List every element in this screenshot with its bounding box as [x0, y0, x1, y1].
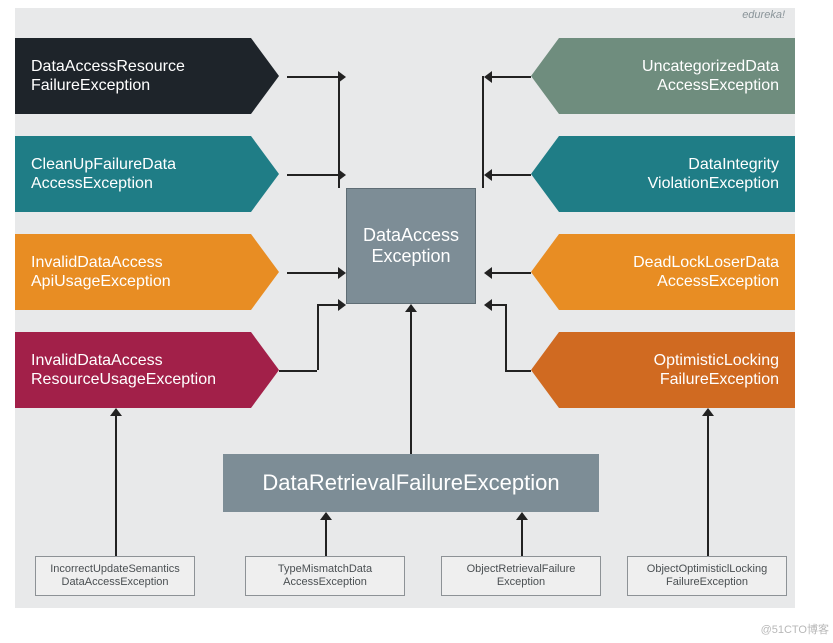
mini-line: ObjectRetrievalFailure: [467, 563, 576, 576]
node-cleanupfailuredata: CleanUpFailureData AccessException: [15, 136, 251, 212]
arrow-icon: [410, 312, 412, 454]
mini-typemismatch: TypeMismatchData AccessException: [245, 556, 405, 596]
arrow-icon: [492, 76, 531, 78]
node-line: FailureException: [660, 370, 779, 389]
diagram-canvas: edureka! DataAccessResource FailureExcep…: [15, 8, 795, 608]
connector: [505, 304, 507, 370]
node-line: UncategorizedData: [642, 57, 779, 76]
node-line: CleanUpFailureData: [31, 155, 235, 174]
mini-line: TypeMismatchData: [278, 563, 372, 576]
arrow-icon: [287, 76, 338, 78]
node-line: DataAccessResource: [31, 57, 235, 76]
node-optimisticlocking: OptimisticLocking FailureException: [559, 332, 795, 408]
node-dataaccessresourcefailure: DataAccessResource FailureException: [15, 38, 251, 114]
arrow-icon: [115, 416, 117, 556]
node-line: AccessException: [31, 174, 235, 193]
center-line: DataAccess: [363, 225, 459, 246]
mini-objectretrieval: ObjectRetrievalFailure Exception: [441, 556, 601, 596]
arrow-icon: [492, 304, 505, 306]
node-deadlockloser: DeadLockLoserData AccessException: [559, 234, 795, 310]
node-invalidresourceusage: InvalidDataAccess ResourceUsageException: [15, 332, 251, 408]
node-line: InvalidDataAccess: [31, 253, 235, 272]
arrow-icon: [492, 272, 531, 274]
arrow-icon: [521, 520, 523, 556]
node-line: AccessException: [657, 76, 779, 95]
connector: [338, 76, 340, 188]
node-uncategorized: UncategorizedData AccessException: [559, 38, 795, 114]
node-line: AccessException: [657, 272, 779, 291]
mini-line: DataAccessException: [62, 576, 169, 589]
node-dataintegrity: DataIntegrity ViolationException: [559, 136, 795, 212]
arrow-icon: [492, 174, 531, 176]
mini-line: Exception: [497, 576, 545, 589]
node-line: ApiUsageException: [31, 272, 235, 291]
arrow-icon: [317, 304, 338, 306]
node-dataaccessexception: DataAccess Exception: [346, 188, 476, 304]
arrow-icon: [287, 174, 338, 176]
mini-line: FailureException: [666, 576, 748, 589]
center-line: Exception: [371, 246, 450, 267]
arrow-icon: [707, 416, 709, 556]
node-line: ResourceUsageException: [31, 370, 235, 389]
mini-line: AccessException: [283, 576, 367, 589]
mini-line: IncorrectUpdateSemantics: [50, 563, 180, 576]
connector: [317, 304, 319, 370]
brand-label: edureka!: [742, 9, 785, 21]
mini-objectoptimistic: ObjectOptimisticlLocking FailureExceptio…: [627, 556, 787, 596]
node-line: DataIntegrity: [688, 155, 779, 174]
node-line: FailureException: [31, 76, 235, 95]
node-line: InvalidDataAccess: [31, 351, 235, 370]
node-invalidapiusage: InvalidDataAccess ApiUsageException: [15, 234, 251, 310]
connector: [482, 76, 484, 188]
node-line: OptimisticLocking: [654, 351, 779, 370]
node-dataretrievalfailure: DataRetrievalFailureException: [223, 454, 599, 512]
arrow-icon: [325, 520, 327, 556]
arrow-icon: [287, 272, 338, 274]
watermark-label: @51CTO博客: [761, 621, 829, 637]
bottom-label: DataRetrievalFailureException: [262, 470, 559, 496]
connector: [279, 370, 317, 372]
node-line: ViolationException: [648, 174, 779, 193]
mini-incorrectupdate: IncorrectUpdateSemantics DataAccessExcep…: [35, 556, 195, 596]
mini-line: ObjectOptimisticlLocking: [647, 563, 767, 576]
node-line: DeadLockLoserData: [633, 253, 779, 272]
connector: [505, 370, 531, 372]
